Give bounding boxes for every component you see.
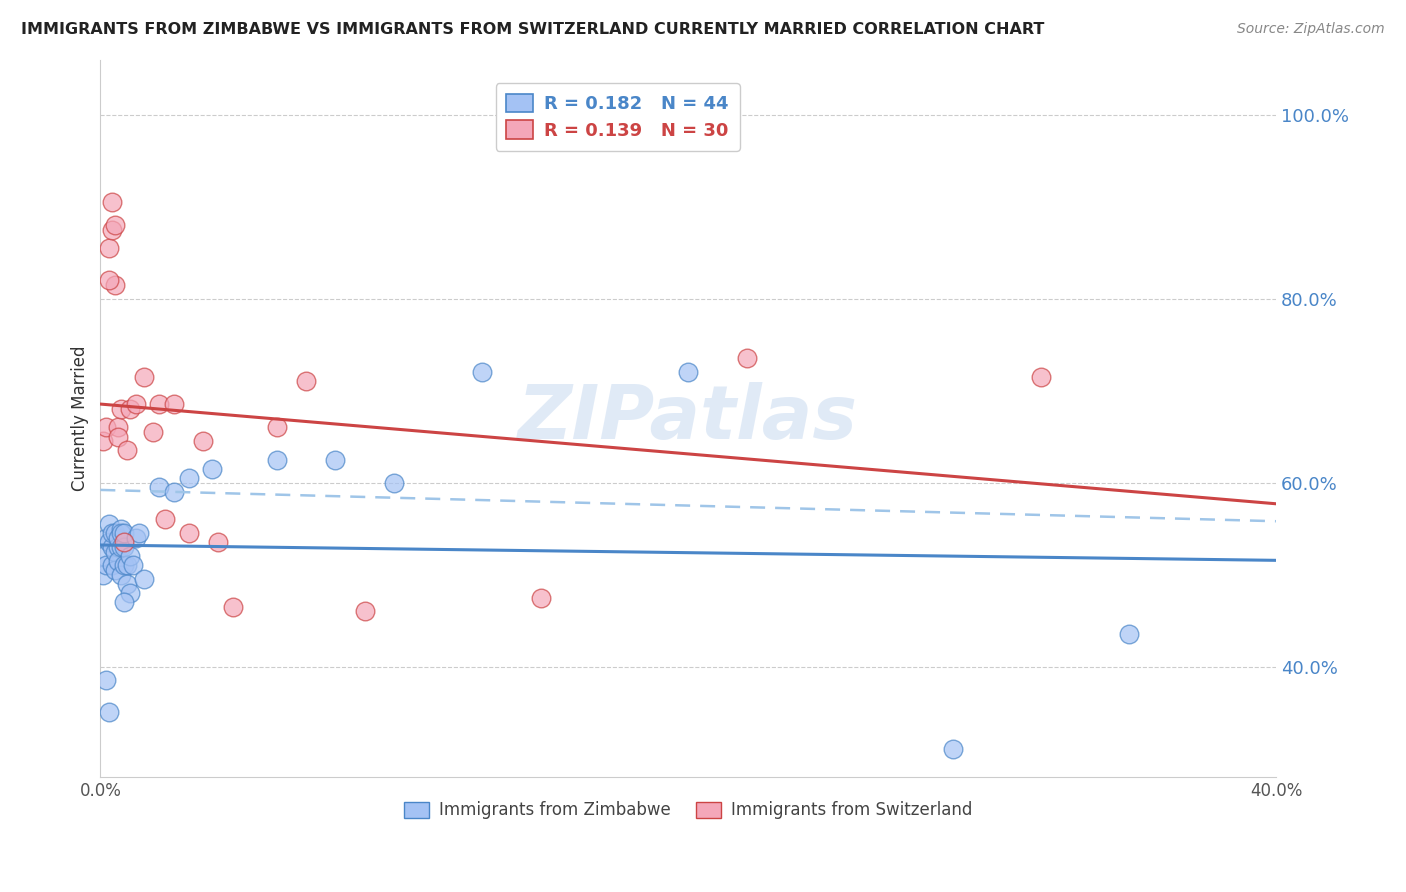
- Point: [98, 273, 121, 287]
- Point: [96, 558, 118, 573]
- Point: [101, 223, 124, 237]
- Point: [112, 558, 135, 573]
- Point: [118, 586, 141, 600]
- Point: [142, 425, 165, 439]
- Point: [110, 567, 132, 582]
- Point: [118, 402, 141, 417]
- Point: [177, 471, 200, 485]
- Point: [266, 420, 288, 434]
- Point: [221, 599, 243, 614]
- Point: [382, 475, 405, 490]
- Point: [104, 526, 127, 541]
- Point: [107, 420, 129, 434]
- Point: [91, 567, 114, 582]
- Point: [98, 241, 121, 255]
- Point: [98, 535, 121, 549]
- Point: [115, 558, 138, 573]
- Point: [201, 462, 224, 476]
- Point: [134, 369, 156, 384]
- Point: [104, 218, 127, 232]
- Y-axis label: Currently Married: Currently Married: [72, 345, 89, 491]
- Point: [98, 706, 121, 720]
- Point: [101, 540, 124, 554]
- Point: [104, 563, 127, 577]
- Point: [163, 484, 186, 499]
- Point: [193, 434, 215, 449]
- Point: [101, 526, 124, 541]
- Point: [101, 558, 124, 573]
- Point: [112, 595, 135, 609]
- Legend: Immigrants from Zimbabwe, Immigrants from Switzerland: Immigrants from Zimbabwe, Immigrants fro…: [398, 795, 979, 826]
- Point: [107, 531, 129, 545]
- Point: [91, 434, 114, 449]
- Point: [1029, 369, 1052, 384]
- Point: [107, 429, 129, 443]
- Point: [207, 535, 229, 549]
- Point: [96, 673, 118, 688]
- Point: [530, 591, 553, 605]
- Point: [266, 452, 288, 467]
- Point: [112, 540, 135, 554]
- Point: [112, 526, 135, 541]
- Point: [110, 402, 132, 417]
- Point: [112, 535, 135, 549]
- Text: Source: ZipAtlas.com: Source: ZipAtlas.com: [1237, 22, 1385, 37]
- Point: [118, 549, 141, 564]
- Point: [354, 604, 377, 618]
- Point: [134, 572, 156, 586]
- Text: ZIPatlas: ZIPatlas: [519, 382, 858, 455]
- Point: [177, 526, 200, 541]
- Point: [325, 452, 347, 467]
- Point: [124, 531, 146, 545]
- Point: [96, 420, 118, 434]
- Point: [121, 558, 143, 573]
- Point: [107, 554, 129, 568]
- Text: IMMIGRANTS FROM ZIMBABWE VS IMMIGRANTS FROM SWITZERLAND CURRENTLY MARRIED CORREL: IMMIGRANTS FROM ZIMBABWE VS IMMIGRANTS F…: [21, 22, 1045, 37]
- Point: [295, 375, 318, 389]
- Point: [110, 526, 132, 541]
- Point: [110, 522, 132, 536]
- Point: [110, 540, 132, 554]
- Point: [98, 516, 121, 531]
- Point: [942, 742, 965, 756]
- Point: [153, 512, 176, 526]
- Point: [735, 351, 758, 366]
- Point: [1118, 627, 1140, 641]
- Point: [148, 397, 170, 411]
- Point: [115, 443, 138, 458]
- Point: [115, 576, 138, 591]
- Point: [128, 526, 150, 541]
- Point: [471, 365, 494, 379]
- Point: [104, 277, 127, 292]
- Point: [96, 531, 118, 545]
- Point: [107, 540, 129, 554]
- Point: [676, 365, 699, 379]
- Point: [104, 544, 127, 558]
- Point: [163, 397, 186, 411]
- Point: [101, 195, 124, 210]
- Point: [91, 549, 114, 564]
- Point: [148, 480, 170, 494]
- Point: [124, 397, 146, 411]
